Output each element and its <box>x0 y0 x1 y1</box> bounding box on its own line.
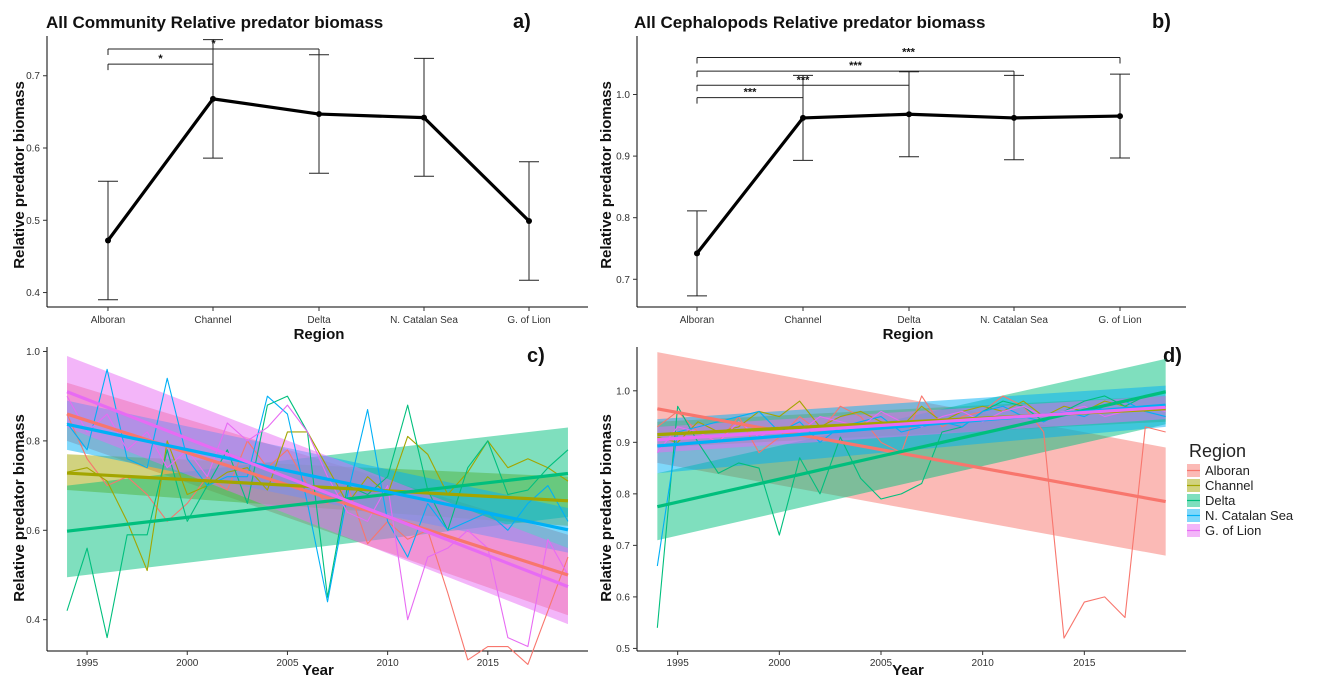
panel-c-label: c) <box>527 345 545 367</box>
panel-b-xlabel: Region <box>883 326 934 343</box>
y-tick-label: 0.7 <box>26 71 40 82</box>
panel-d-plot: 0.5 0.6 0.7 0.8 0.9 1.0 1995 2000 2005 2010 2015 <box>616 347 1186 669</box>
x-tick-label: N. Catalan Sea <box>980 315 1048 326</box>
x-tick-label: Alboran <box>91 315 125 326</box>
x-tick-label: 1995 <box>76 658 99 669</box>
panel-d-label: d) <box>1163 345 1182 367</box>
panel-a-plot: 0.4 0.5 0.6 0.7 Alboran Channel Delta N. Catala… <box>26 36 588 326</box>
panel-d-xlabel: Year <box>892 662 924 679</box>
fit-line-g-of-lion <box>657 405 1166 442</box>
y-tick-label: 0.6 <box>616 592 630 603</box>
panel-a-xlabel: Region <box>294 326 345 343</box>
mean-point <box>210 95 216 102</box>
y-tick-label: 0.4 <box>26 615 40 626</box>
legend-item-label: Delta <box>1205 493 1236 508</box>
x-tick-label: G. of Lion <box>1098 315 1141 326</box>
panel-c-xlabel: Year <box>302 662 334 679</box>
legend-item-label: G. of Lion <box>1205 523 1261 538</box>
panel-b-label: b) <box>1152 11 1171 33</box>
panel-a-title: All Community Relative predator biomass <box>46 13 383 32</box>
x-tick-label: Delta <box>897 315 921 326</box>
legend-title: Region <box>1189 441 1246 461</box>
x-tick-label: Delta <box>307 315 331 326</box>
x-tick-label: 2005 <box>276 658 299 669</box>
panel-d-ylabel: Relative predator biomass <box>598 414 615 602</box>
series-line-g-of-lion <box>66 395 569 648</box>
significance-label: *** <box>849 60 863 72</box>
series-line-n-catalan-sea <box>66 368 569 603</box>
significance-label: * <box>158 53 163 65</box>
y-tick-label: 0.5 <box>26 216 40 227</box>
mean-point <box>316 111 322 118</box>
mean-point <box>526 218 532 225</box>
mean-point <box>105 237 111 244</box>
legend-item-label: N. Catalan Sea <box>1205 508 1294 523</box>
y-tick-label: 0.6 <box>26 526 40 537</box>
y-tick-label: 0.6 <box>26 144 40 155</box>
y-tick-label: 0.8 <box>26 436 40 447</box>
significance-label: *** <box>797 74 811 86</box>
panel-a-ylabel: Relative predator biomass <box>11 81 28 269</box>
panel-c-ylabel: Relative predator biomass <box>11 414 28 602</box>
panel-b-title: All Cephalopods Relative predator biomas… <box>634 13 985 32</box>
significance-label: *** <box>902 47 916 59</box>
y-tick-label: 0.9 <box>616 438 630 449</box>
mean-point <box>1117 113 1123 120</box>
fit-line-g-of-lion <box>66 390 569 589</box>
x-tick-label: 2015 <box>1073 658 1096 669</box>
y-tick-label: 1.0 <box>616 386 630 397</box>
y-tick-label: 0.8 <box>616 213 630 224</box>
x-tick-label: G. of Lion <box>507 315 550 326</box>
y-tick-label: 0.7 <box>616 275 630 286</box>
x-tick-label: 2015 <box>477 658 500 669</box>
fit-line-channel <box>66 471 569 503</box>
significance-label: * <box>211 38 216 50</box>
mean-point <box>1011 114 1017 121</box>
fit-line-alboran <box>657 407 1166 504</box>
mean-point <box>800 114 806 121</box>
y-tick-label: 1.0 <box>616 90 630 101</box>
x-tick-label: Channel <box>194 315 231 326</box>
y-tick-label: 0.9 <box>616 152 630 163</box>
y-tick-label: 0.8 <box>616 489 630 500</box>
fit-line-delta <box>66 471 569 533</box>
series-line-n-catalan-sea <box>656 400 1166 567</box>
legend-item-label: Alboran <box>1205 463 1250 478</box>
x-tick-label: Channel <box>784 315 821 326</box>
mean-point <box>694 250 700 257</box>
y-tick-label: 0.7 <box>616 541 630 552</box>
mean-point <box>906 111 912 118</box>
legend-item-label: Channel <box>1205 478 1254 493</box>
x-tick-label: 2010 <box>972 658 995 669</box>
panel-a-label: a) <box>513 11 531 33</box>
x-tick-label: 2000 <box>176 658 199 669</box>
panel-c-plot: 0.4 0.6 0.8 1.0 1995 2000 2005 2010 2015 <box>26 347 588 669</box>
fit-line-n-catalan-sea <box>66 422 569 532</box>
significance-label: *** <box>744 87 758 99</box>
y-tick-label: 1.0 <box>26 347 40 358</box>
x-tick-label: 2000 <box>768 658 791 669</box>
y-tick-label: 0.4 <box>26 288 40 299</box>
mean-point <box>421 114 427 121</box>
x-tick-label: 2010 <box>377 658 400 669</box>
series-line-delta <box>656 390 1166 628</box>
x-tick-label: Alboran <box>680 315 714 326</box>
panel-b-ylabel: Relative predator biomass <box>598 81 615 269</box>
y-tick-label: 0.5 <box>616 644 630 655</box>
x-tick-label: 1995 <box>667 658 690 669</box>
x-tick-label: N. Catalan Sea <box>390 315 458 326</box>
x-tick-label: 2005 <box>870 658 893 669</box>
panel-b-plot: 0.7 0.8 0.9 1.0 Alboran Channel Delta N. Catala… <box>616 36 1186 326</box>
